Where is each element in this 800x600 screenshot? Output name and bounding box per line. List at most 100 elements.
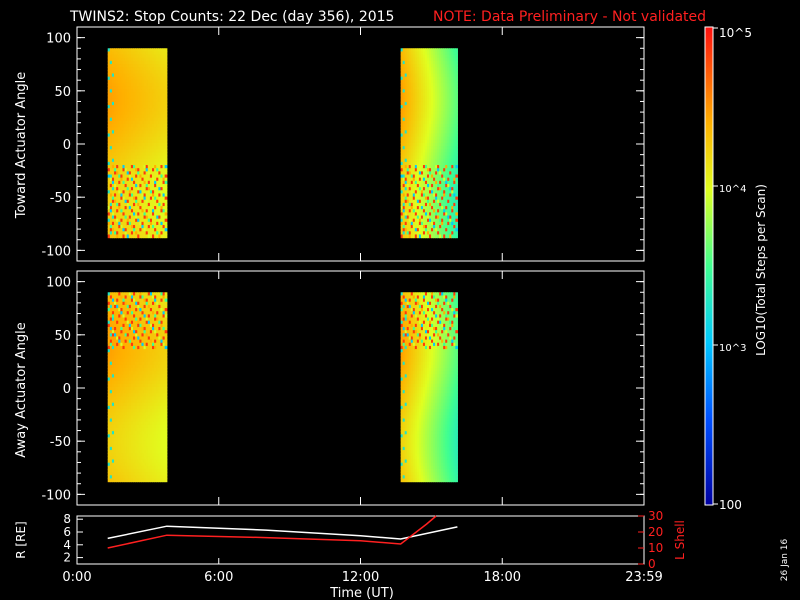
heatmap-cell [147, 92, 151, 97]
heatmap-cell [135, 149, 138, 154]
heatmap-cell [145, 174, 149, 179]
heatmap-cell [404, 79, 408, 84]
heatmap-cell [437, 48, 440, 53]
heatmap-cell [400, 161, 404, 166]
heatmap-cell [109, 320, 113, 325]
heatmap-cell [154, 383, 157, 388]
heatmap-cell [400, 111, 404, 116]
heatmap-cell [141, 386, 145, 391]
heatmap-cell [414, 212, 418, 217]
heatmap-cell [431, 202, 434, 207]
heatmap-cell [451, 111, 454, 116]
heatmap-cell [137, 396, 140, 401]
heatmap-cell [156, 390, 159, 394]
heatmap-cell [120, 472, 124, 476]
heatmap-cell [141, 418, 145, 423]
heatmap-cell [416, 183, 420, 188]
heatmap-cell [154, 127, 157, 131]
heatmap-cell [445, 218, 448, 223]
toward-ytick-label: 50 [54, 85, 71, 100]
heatmap-cell [126, 161, 130, 166]
heatmap-cell [156, 51, 159, 56]
heatmap-cell [400, 168, 404, 172]
heatmap-cell [433, 193, 436, 198]
heatmap-cell [158, 374, 162, 379]
heatmap-cell [149, 456, 153, 461]
heatmap-cell [130, 409, 134, 413]
heatmap-cell [139, 427, 143, 432]
heatmap-cell [130, 383, 134, 388]
heatmap-cell [449, 130, 452, 135]
heatmap-cell [149, 130, 153, 135]
heatmap-cell [141, 368, 145, 372]
heatmap-cell [414, 73, 418, 78]
heatmap-cell [152, 67, 155, 71]
heatmap-cell [130, 152, 134, 157]
heatmap-cell [143, 105, 147, 109]
heatmap-cell [107, 202, 111, 207]
heatmap-cell [451, 98, 454, 103]
heatmap-cell [135, 171, 138, 176]
heatmap-cell [429, 202, 432, 207]
heatmap-cell [111, 393, 115, 398]
heatmap-cell [164, 60, 168, 65]
heatmap-cell [414, 187, 418, 191]
heatmap-cell [406, 174, 410, 179]
heatmap-cell [451, 60, 454, 65]
heatmap-cell [120, 355, 124, 360]
heatmap-cell [422, 218, 426, 223]
heatmap-cell [122, 393, 126, 398]
heatmap-cell [126, 221, 130, 226]
heatmap-cell [118, 139, 121, 144]
heatmap-cell [416, 146, 420, 150]
heatmap-cell [410, 180, 414, 185]
heatmap-cell [433, 111, 436, 116]
heatmap-cell [124, 364, 128, 369]
heatmap-cell [418, 142, 422, 147]
heatmap-cell [152, 402, 155, 407]
heatmap-cell [114, 221, 117, 226]
heatmap-cell [447, 82, 450, 87]
heatmap-cell [152, 352, 155, 356]
heatmap-cell [158, 234, 162, 239]
heatmap-cell [437, 139, 440, 144]
heatmap-cell [139, 114, 143, 119]
heatmap-cell [130, 149, 134, 154]
heatmap-cell [156, 212, 159, 217]
heatmap-cell [435, 89, 438, 94]
heatmap-cell [404, 224, 408, 229]
heatmap-cell [154, 95, 157, 100]
heatmap-cell [404, 60, 408, 65]
heatmap-cell [122, 60, 126, 65]
heatmap-cell [162, 193, 166, 198]
heatmap-cell [416, 234, 420, 239]
heatmap-cell [145, 412, 149, 416]
heatmap-cell [439, 146, 442, 150]
heatmap-cell [418, 64, 422, 68]
heatmap-cell [135, 142, 138, 147]
heatmap-cell [107, 459, 111, 464]
colorbar-label: LOG10(Total Steps per Scan) [754, 184, 768, 356]
heatmap-cell [160, 117, 164, 122]
heatmap-cell [114, 377, 117, 382]
heatmap-cell [109, 383, 113, 388]
heatmap-cell [154, 453, 157, 457]
heatmap-cell [447, 155, 450, 160]
heatmap-cell [449, 193, 452, 198]
heatmap-cell [118, 364, 121, 369]
heatmap-cell [400, 206, 404, 210]
heatmap-cell [116, 158, 119, 163]
heatmap-cell [143, 136, 147, 141]
heatmap-cell [139, 133, 143, 138]
heatmap-cell [107, 95, 111, 100]
heatmap-cell [122, 475, 126, 480]
away-ylabel: Away Actuator Angle [14, 322, 29, 457]
heatmap-cell [139, 421, 143, 426]
heatmap-cell [439, 124, 442, 128]
heatmap-cell [156, 386, 159, 391]
heatmap-cell [141, 475, 145, 480]
heatmap-cell [426, 158, 430, 163]
heatmap-cell [145, 158, 149, 163]
heatmap-cell [406, 101, 410, 106]
heatmap-cell [439, 193, 442, 198]
